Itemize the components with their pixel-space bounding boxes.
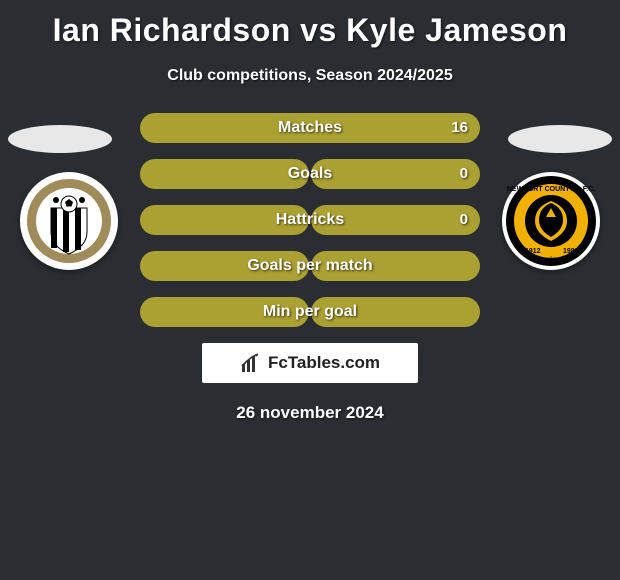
- stat-value-right: 16: [451, 113, 468, 143]
- watermark-text: FcTables.com: [268, 353, 380, 373]
- stat-value-right: 0: [460, 159, 468, 189]
- stat-label: Hattricks: [140, 205, 480, 235]
- stat-row: Matches16: [140, 113, 480, 143]
- stat-label: Matches: [140, 113, 480, 143]
- stat-row: Goals0: [140, 159, 480, 189]
- bar-chart-icon: [240, 352, 262, 374]
- stats-bars: Matches16Goals0Hattricks0Goals per match…: [140, 113, 480, 327]
- subtitle: Club competitions, Season 2024/2025: [0, 67, 620, 85]
- date-text: 26 november 2024: [0, 403, 620, 423]
- stat-label: Goals per match: [140, 251, 480, 281]
- stat-row: Goals per match: [140, 251, 480, 281]
- stat-value-right: 0: [460, 205, 468, 235]
- stat-row: Hattricks0: [140, 205, 480, 235]
- stat-label: Min per goal: [140, 297, 480, 327]
- watermark-badge: FcTables.com: [202, 343, 418, 383]
- page-title: Ian Richardson vs Kyle Jameson: [0, 0, 620, 49]
- stat-label: Goals: [140, 159, 480, 189]
- stat-row: Min per goal: [140, 297, 480, 327]
- stats-container: Matches16Goals0Hattricks0Goals per match…: [0, 113, 620, 423]
